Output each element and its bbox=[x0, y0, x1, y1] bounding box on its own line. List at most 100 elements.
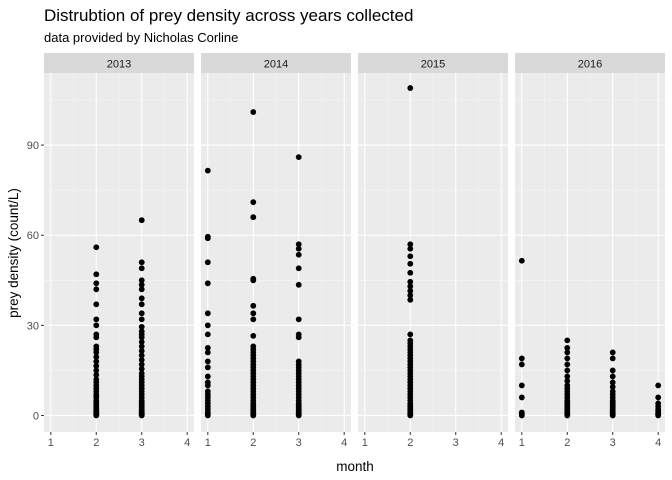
chart-subtitle: data provided by Nicholas Corline bbox=[44, 30, 238, 45]
data-point bbox=[250, 332, 257, 339]
data-point bbox=[295, 281, 302, 288]
data-point bbox=[138, 259, 145, 266]
data-point bbox=[93, 367, 100, 374]
data-point bbox=[564, 349, 571, 356]
data-point bbox=[518, 409, 525, 416]
data-point bbox=[609, 373, 616, 380]
data-point bbox=[609, 384, 616, 390]
data-point bbox=[138, 265, 145, 272]
data-point bbox=[295, 241, 302, 248]
data-point bbox=[407, 278, 414, 285]
data-point bbox=[93, 316, 100, 323]
data-point bbox=[407, 269, 414, 276]
data-point bbox=[138, 281, 145, 288]
data-point bbox=[407, 337, 414, 344]
facet-panel-2016: 2016 1 2 3 4 bbox=[515, 53, 665, 449]
data-point bbox=[138, 356, 145, 363]
data-point bbox=[564, 344, 571, 351]
facet-panel-2013: 2013 1 2 3 4 bbox=[44, 53, 194, 449]
data-point bbox=[407, 253, 414, 260]
x-tick-label: 2 bbox=[250, 437, 256, 449]
data-point bbox=[138, 370, 145, 377]
x-tick-label: 1 bbox=[362, 437, 368, 449]
data-point bbox=[564, 382, 571, 389]
data-point bbox=[250, 275, 257, 282]
x-tick-label: 4 bbox=[655, 437, 661, 449]
data-point bbox=[204, 259, 211, 266]
data-point bbox=[138, 295, 145, 302]
data-point bbox=[407, 331, 414, 338]
data-point bbox=[204, 388, 211, 395]
data-point bbox=[138, 366, 145, 372]
y-tick-label: 90 bbox=[27, 140, 39, 152]
data-point bbox=[655, 382, 662, 389]
data-point bbox=[138, 301, 145, 308]
facet-panels: 2013 1 2 3 4 2014 1 2 3 4 2015 1 2 3 4 2016 1 2 3 4 bbox=[44, 53, 665, 449]
data-point bbox=[407, 296, 414, 303]
facet-panel-2014: 2014 1 2 3 4 bbox=[201, 53, 351, 449]
facet-strip-label: 2014 bbox=[264, 59, 288, 71]
y-axis-title: prey density (count/L) bbox=[6, 188, 21, 318]
data-point bbox=[204, 233, 211, 240]
data-point bbox=[564, 361, 571, 368]
x-tick-label: 2 bbox=[564, 437, 570, 449]
x-tick-label: 2 bbox=[407, 437, 413, 449]
y-tick-label: 30 bbox=[27, 320, 39, 332]
x-axis-title: month bbox=[336, 459, 374, 474]
data-point bbox=[518, 382, 525, 389]
data-point bbox=[93, 358, 100, 365]
data-point bbox=[407, 245, 414, 252]
x-tick-label: 4 bbox=[184, 437, 190, 449]
data-point bbox=[204, 344, 211, 351]
data-point bbox=[295, 245, 302, 252]
data-point bbox=[295, 358, 302, 365]
data-point bbox=[250, 310, 257, 317]
data-point bbox=[204, 373, 211, 380]
x-tick-label: 3 bbox=[610, 437, 616, 449]
data-point bbox=[204, 322, 211, 329]
data-point bbox=[138, 286, 145, 293]
data-point bbox=[564, 355, 571, 362]
data-point bbox=[204, 310, 211, 317]
data-point bbox=[138, 338, 145, 345]
x-tick-label: 3 bbox=[453, 437, 459, 449]
data-point bbox=[138, 328, 145, 335]
data-point bbox=[407, 283, 414, 290]
data-point bbox=[93, 322, 100, 329]
x-tick-label: 2 bbox=[93, 437, 99, 449]
data-point bbox=[93, 301, 100, 308]
facet-strip-label: 2015 bbox=[421, 59, 445, 71]
data-point bbox=[138, 316, 145, 323]
data-point bbox=[204, 167, 211, 174]
facet-strip-label: 2013 bbox=[107, 59, 131, 71]
data-point bbox=[564, 373, 571, 380]
data-point bbox=[138, 347, 145, 354]
data-point bbox=[93, 244, 100, 251]
data-point bbox=[564, 367, 571, 374]
facet-strip bbox=[44, 53, 194, 73]
data-point bbox=[93, 280, 100, 287]
y-tick-label: 0 bbox=[33, 410, 39, 422]
facet-strip-label: 2016 bbox=[578, 59, 602, 71]
data-point bbox=[204, 331, 211, 338]
facet-panel-2015: 2015 1 2 3 4 bbox=[358, 53, 508, 449]
data-point bbox=[564, 337, 571, 344]
data-point bbox=[138, 323, 145, 330]
x-tick-label: 3 bbox=[296, 437, 302, 449]
data-point bbox=[295, 265, 302, 272]
data-point bbox=[564, 378, 571, 384]
facet-strip bbox=[201, 53, 351, 73]
data-point bbox=[655, 400, 662, 407]
data-point bbox=[93, 286, 100, 293]
data-point bbox=[93, 353, 100, 360]
data-point bbox=[250, 199, 257, 206]
data-point bbox=[204, 379, 211, 386]
data-point bbox=[93, 372, 100, 378]
data-point bbox=[295, 251, 302, 258]
data-point bbox=[138, 343, 145, 350]
data-point bbox=[138, 310, 145, 317]
data-point bbox=[250, 302, 257, 309]
data-point bbox=[93, 343, 100, 350]
data-point bbox=[407, 241, 414, 248]
